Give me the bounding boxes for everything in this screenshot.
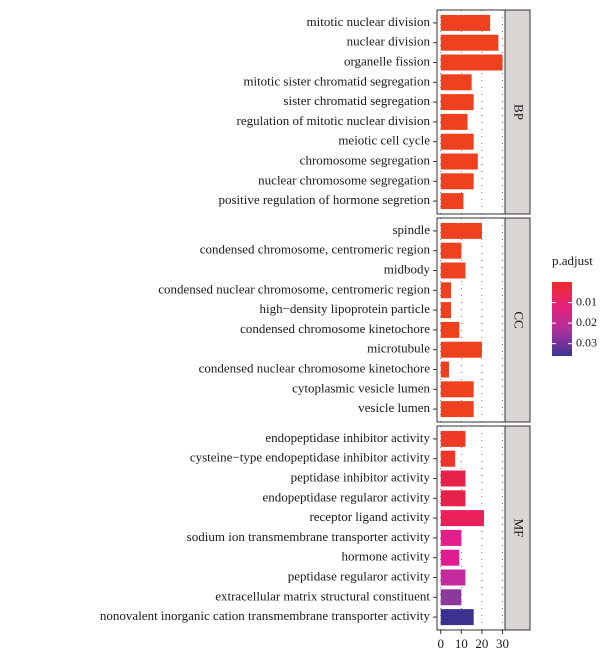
y-tick-label: endopeptidase inhibitor activity [265, 430, 430, 445]
bar [440, 490, 466, 507]
y-tick-label: hormone activity [342, 549, 431, 564]
y-tick-label: endopeptidase regularor activity [263, 489, 431, 504]
bar [440, 113, 468, 130]
color-bar [552, 282, 572, 356]
bar [440, 94, 474, 111]
bar [440, 153, 478, 170]
bar [440, 321, 460, 338]
bar [440, 173, 474, 190]
bar [440, 381, 474, 398]
y-tick-label: mitotic nuclear division [307, 14, 431, 29]
bar [440, 14, 491, 31]
x-tick-label: 20 [475, 636, 488, 651]
bar [440, 193, 464, 210]
y-tick-label: peptidase regularor activity [288, 568, 431, 583]
bar [440, 34, 499, 51]
y-tick-label: extracellular matrix structural constitu… [215, 588, 430, 603]
y-tick-label: microtubule [367, 341, 430, 356]
bar [440, 302, 452, 319]
y-tick-label: sodium ion transmembrane transporter act… [187, 529, 431, 544]
y-tick-label: nuclear division [347, 34, 431, 49]
y-tick-label: spindle [392, 222, 430, 237]
facet-strip [504, 217, 531, 423]
y-tick-label: mitotic sister chromatid segregation [243, 73, 430, 88]
facet-strip [504, 425, 531, 631]
bar [440, 609, 474, 626]
y-tick-label: condensed nuclear chromosome, centromeri… [158, 281, 430, 296]
bar [440, 470, 466, 487]
bar [440, 54, 503, 71]
bar [440, 222, 482, 239]
x-tick-label: 0 [437, 636, 444, 651]
y-tick-label: receptor ligand activity [309, 509, 430, 524]
bar [440, 549, 460, 566]
bar [440, 569, 466, 586]
y-tick-label: positive regulation of hormone segretion [218, 192, 430, 207]
y-tick-label: cytoplasmic vesicle lumen [292, 380, 430, 395]
bar [440, 262, 466, 279]
y-tick-label: organelle fission [344, 53, 431, 68]
legend-tick-label: 0.03 [576, 335, 597, 349]
bar [440, 341, 482, 358]
legend-tick-label: 0.01 [576, 294, 597, 308]
facet-label: MF [512, 519, 527, 538]
facet-strip [504, 9, 531, 215]
y-tick-label: peptidase inhibitor activity [291, 469, 431, 484]
y-tick-label: condensed chromosome, centromeric region [200, 242, 431, 257]
facet-label: CC [512, 311, 527, 328]
bar [440, 133, 474, 150]
y-tick-label: midbody [384, 261, 431, 276]
y-tick-label: vesicle lumen [358, 400, 430, 415]
legend-tick-label: 0.02 [576, 315, 597, 329]
x-tick-label: 30 [496, 636, 509, 651]
y-tick-label: high−density lipoprotein particle [259, 301, 430, 316]
bar [440, 401, 474, 418]
bar [440, 242, 462, 259]
bar [440, 361, 449, 378]
y-tick-label: cysteine−type endopeptidase inhibitor ac… [190, 450, 431, 465]
y-tick-label: nonovalent inorganic cation transmembran… [100, 608, 431, 623]
y-tick-label: condensed nuclear chromosome kinetochore [199, 360, 431, 375]
bar [440, 430, 466, 447]
bar [440, 510, 484, 527]
bar [440, 589, 462, 606]
bar [440, 450, 456, 467]
facet-label: BP [512, 104, 527, 120]
bar [440, 282, 452, 299]
y-tick-label: regulation of mitotic nuclear division [236, 113, 430, 128]
x-tick-label: 10 [455, 636, 468, 651]
y-tick-label: sister chromatid segregation [283, 93, 430, 108]
y-tick-label: condensed chromosome kinetochore [240, 321, 430, 336]
y-tick-label: meiotic cell cycle [338, 133, 430, 148]
bar [440, 74, 472, 91]
y-tick-label: nuclear chromosome segregation [258, 172, 430, 187]
legend-title: p.adjust [552, 253, 593, 268]
y-tick-label: chromosome segregation [300, 152, 431, 167]
bar [440, 529, 462, 546]
